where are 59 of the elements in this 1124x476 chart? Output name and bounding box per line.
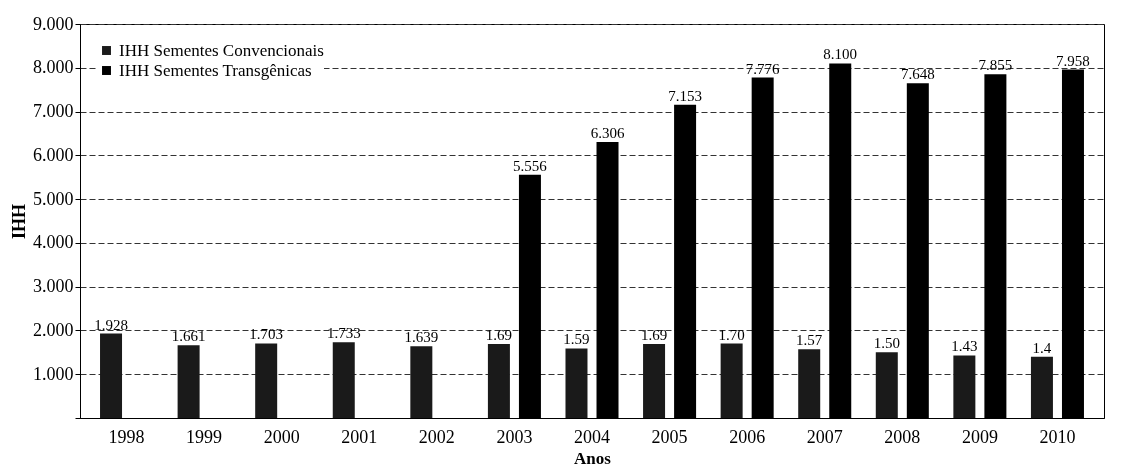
data-label: 7.855 (978, 57, 1013, 74)
x-tick-label: 2004 (574, 426, 610, 447)
bar (177, 345, 200, 418)
data-label: 1.43 (951, 338, 978, 355)
x-tick-label: 2007 (806, 426, 843, 447)
bar (720, 343, 743, 418)
x-tick-label: 1998 (108, 426, 145, 447)
data-label: 1.928 (94, 316, 128, 333)
data-label: 1.661 (171, 328, 206, 345)
y-tick-label: 9.000 (33, 13, 74, 34)
bar (1030, 356, 1053, 418)
bar (255, 343, 278, 418)
data-label: 5.556 (513, 157, 548, 174)
bar (643, 344, 666, 418)
x-tick-label: 1999 (186, 426, 223, 447)
y-tick-label: 3.000 (33, 276, 74, 297)
bar (798, 349, 821, 418)
legend-label: IHH Sementes Convencionais (119, 40, 324, 60)
x-tick-label: 2000 (263, 426, 300, 447)
bar (565, 348, 588, 418)
y-tick-label: 1.000 (33, 363, 74, 384)
y-tick-label: 4.000 (33, 232, 74, 253)
y-tick-label: 5.000 (33, 188, 74, 209)
data-label: 1.703 (249, 326, 284, 343)
bar (487, 344, 510, 418)
data-label: 1.50 (873, 335, 900, 352)
data-label: 1.59 (563, 331, 590, 348)
y-tick-label: 7.000 (33, 101, 74, 122)
x-tick-label: 2009 (961, 426, 998, 447)
y-tick-label: 2.000 (33, 319, 74, 340)
data-label: 6.306 (590, 124, 625, 141)
data-label: 1.639 (404, 329, 439, 346)
data-label: 1.69 (640, 327, 668, 344)
bar (100, 333, 123, 418)
bar (410, 346, 433, 418)
x-tick-label: 2010 (1039, 426, 1076, 447)
data-label: 8.100 (823, 46, 858, 63)
data-label: 1.733 (326, 325, 361, 342)
y-tick-label: 8.000 (33, 57, 74, 78)
data-label: 1.57 (796, 332, 823, 349)
x-tick-label: 2005 (651, 426, 688, 447)
data-label: 1.69 (485, 327, 513, 344)
x-tick-label: 2002 (418, 426, 455, 447)
data-label: 1.70 (718, 326, 745, 343)
bar (953, 355, 976, 418)
x-tick-label: 2003 (496, 426, 533, 447)
x-tick-label: 2006 (729, 426, 766, 447)
y-axis-title: IHH (9, 203, 29, 240)
data-label: 7.958 (1056, 52, 1090, 69)
x-tick-label: 2008 (884, 426, 921, 447)
data-label: 1.4 (1032, 339, 1052, 356)
x-tick-label: 2001 (341, 426, 378, 447)
y-tick-label: 6.000 (33, 144, 74, 165)
data-label: 7.153 (668, 87, 702, 104)
legend-label: IHH Sementes Transgênicas (119, 60, 312, 80)
data-label: 7.648 (900, 66, 935, 83)
bar (875, 352, 898, 418)
x-axis-title: Anos (574, 448, 612, 468)
bar (332, 342, 355, 418)
